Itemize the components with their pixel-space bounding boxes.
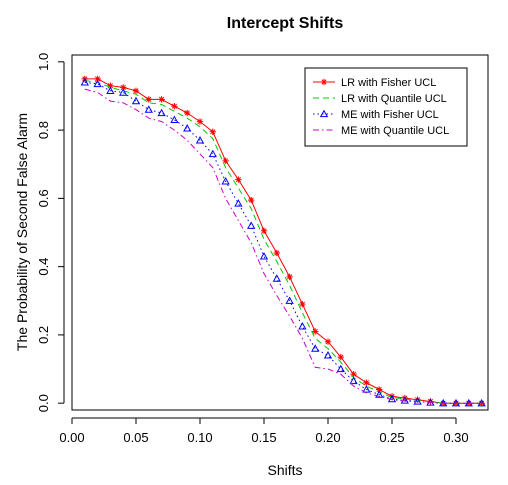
data-point: [260, 227, 268, 234]
data-point: [94, 75, 101, 83]
data-point: [234, 199, 243, 207]
data-point: [286, 273, 293, 281]
y-axis-label: The Probability of Second False Alarm: [14, 113, 30, 351]
data-point: [477, 398, 486, 407]
data-point: [376, 386, 383, 393]
legend-item: ME with Quantile UCL: [313, 125, 449, 137]
data-point: [195, 136, 205, 144]
data-point: [132, 87, 140, 95]
x-tick-label: 0.10: [187, 430, 212, 445]
data-point: [235, 176, 242, 183]
series-me-with-fisher-ucl: [80, 77, 486, 407]
legend-label: ME with Fisher UCL: [341, 109, 439, 121]
series-me-with-quantile-ucl: [84, 88, 482, 404]
legend-label: LR with Fisher UCL: [341, 77, 436, 89]
plot-frame: [71, 54, 489, 411]
x-tick-label: 0.00: [59, 430, 84, 445]
x-axis: 0.00 0.05 0.10 0.15 0.20 0.25 0.30: [59, 417, 469, 445]
data-point: [208, 149, 217, 158]
data-point: [273, 249, 280, 257]
legend: LR with Fisher UCL LR with Quantile UCL ME…: [304, 67, 468, 147]
data-point: [196, 118, 204, 125]
data-point: [324, 338, 332, 345]
series-line: [84, 88, 482, 404]
data-point: [106, 86, 115, 94]
legend-item: LR with Fisher UCL: [313, 77, 436, 89]
x-tick-label: 0.20: [315, 430, 340, 445]
legend-label: ME with Quantile UCL: [341, 125, 449, 137]
data-point: [80, 77, 89, 86]
data-point: [285, 296, 294, 304]
data-point: [362, 385, 371, 393]
y-tick-label: 0.2: [36, 326, 51, 344]
y-axis: 0.0 0.2 0.4 0.6 0.8 1.0: [36, 53, 65, 412]
chart-title: Intercept Shifts: [227, 15, 344, 32]
data-point: [375, 390, 384, 398]
data-point: [183, 124, 192, 132]
x-tick-label: 0.05: [123, 430, 148, 445]
data-point: [272, 274, 281, 282]
data-point: [145, 96, 152, 103]
x-tick-label: 0.15: [251, 430, 276, 445]
data-point: [319, 109, 329, 118]
legend-label: LR with Quantile UCL: [341, 93, 447, 105]
data-point: [312, 328, 319, 335]
data-point: [248, 196, 255, 204]
data-point: [337, 353, 344, 361]
data-point: [350, 370, 357, 378]
legend-box: [304, 67, 468, 147]
x-tick-label: 0.30: [443, 430, 468, 445]
y-tick-label: 0.6: [36, 189, 51, 207]
y-tick-label: 0.4: [36, 258, 51, 276]
data-point: [299, 300, 306, 308]
y-tick-label: 0.8: [36, 121, 51, 139]
data-point: [93, 79, 102, 88]
series-layer: [80, 75, 486, 407]
y-tick-label: 1.0: [36, 53, 51, 71]
data-point: [107, 82, 114, 89]
data-point: [119, 88, 128, 96]
x-axis-label: Shifts: [267, 462, 302, 478]
data-point: [298, 322, 307, 330]
series-lr-with-quantile-ucl: [84, 80, 482, 404]
data-point: [157, 108, 166, 117]
data-point: [222, 157, 229, 165]
data-point: [414, 396, 421, 403]
data-point: [413, 397, 422, 405]
data-point: [120, 84, 127, 91]
x-tick-label: 0.25: [379, 430, 404, 445]
data-point: [259, 252, 269, 260]
data-point: [323, 351, 333, 359]
data-point: [184, 109, 191, 117]
data-point: [363, 379, 370, 386]
data-point: [221, 176, 230, 185]
legend-item: LR with Quantile UCL: [313, 93, 447, 105]
data-point: [311, 344, 320, 352]
data-point: [144, 105, 153, 113]
y-tick-label: 0.0: [36, 394, 51, 412]
data-point: [320, 78, 328, 86]
data-point: [387, 394, 397, 403]
data-point: [336, 364, 345, 373]
data-point: [209, 128, 216, 136]
legend-item: ME with Fisher UCL: [313, 109, 439, 121]
data-point: [400, 396, 409, 404]
data-point: [170, 115, 179, 123]
data-point: [247, 221, 256, 229]
data-point: [158, 96, 165, 103]
series-line: [84, 80, 482, 404]
data-point: [171, 103, 178, 110]
data-point: [349, 376, 358, 385]
data-point: [131, 96, 141, 105]
